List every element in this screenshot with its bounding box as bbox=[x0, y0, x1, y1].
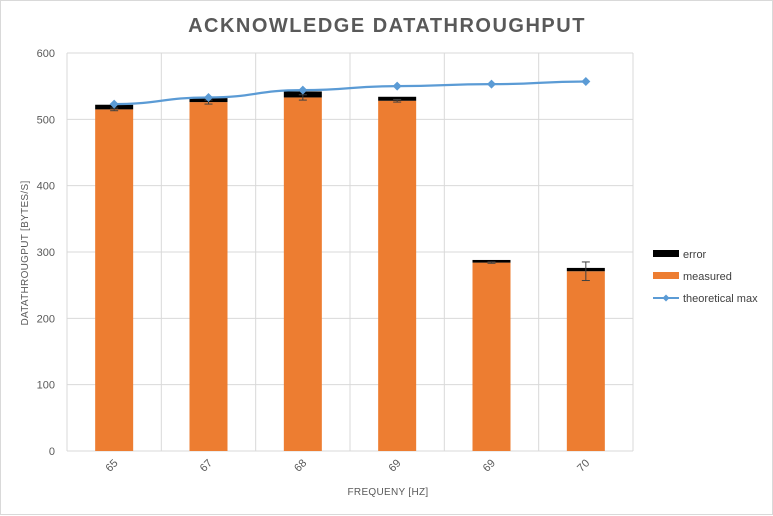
legend-label-measured: measured bbox=[683, 271, 732, 283]
x-tick-label: 65 bbox=[103, 457, 120, 474]
chart-title: ACKNOWLEDGE DATATHROUGHPUT bbox=[188, 15, 586, 37]
series-line-theoretical-max bbox=[114, 80, 586, 106]
bar-measured bbox=[378, 100, 417, 451]
x-tick-label: 67 bbox=[198, 457, 215, 474]
y-tick-label: 500 bbox=[37, 114, 55, 126]
x-axis-title: FREQUENY [HZ] bbox=[348, 487, 429, 498]
bar-measured bbox=[95, 109, 134, 451]
legend-label-error: error bbox=[683, 249, 707, 261]
bar-error bbox=[472, 259, 511, 263]
line-marker bbox=[204, 92, 213, 102]
legend-label-theoretical-max: theoretical max bbox=[683, 293, 758, 305]
bar-measured bbox=[189, 102, 228, 451]
x-tick-label: 70 bbox=[575, 457, 592, 474]
grid-layer bbox=[66, 52, 634, 452]
line-marker bbox=[581, 77, 591, 87]
bars-layer bbox=[95, 91, 605, 452]
y-tick-label: 300 bbox=[37, 247, 55, 259]
line-layer bbox=[109, 77, 591, 109]
error-bars-layer bbox=[110, 94, 590, 282]
y-tick-label: 600 bbox=[37, 48, 55, 60]
line-marker bbox=[109, 99, 119, 109]
x-tick-label: 69 bbox=[481, 457, 498, 474]
line-marker bbox=[298, 85, 308, 95]
bar-measured bbox=[283, 97, 322, 452]
legend: error measured theoretical max bbox=[653, 249, 758, 305]
line-marker bbox=[487, 79, 496, 89]
line-marker bbox=[392, 81, 402, 91]
y-tick-label: 400 bbox=[37, 181, 55, 193]
legend-marker bbox=[662, 294, 670, 302]
y-tick-label: 0 bbox=[49, 446, 55, 458]
bar-measured bbox=[472, 262, 511, 451]
y-tick-label: 200 bbox=[37, 313, 55, 325]
legend-swatch-error bbox=[653, 250, 679, 257]
x-tick-label: 69 bbox=[386, 457, 403, 474]
legend-swatch-measured bbox=[653, 272, 679, 279]
y-tick-label: 100 bbox=[37, 380, 55, 392]
x-tick-label: 68 bbox=[292, 457, 309, 474]
y-axis-title: DATATHROUGPUT [BYTES/S] bbox=[20, 180, 31, 325]
bar-error bbox=[378, 96, 417, 101]
bar-measured bbox=[566, 271, 605, 451]
